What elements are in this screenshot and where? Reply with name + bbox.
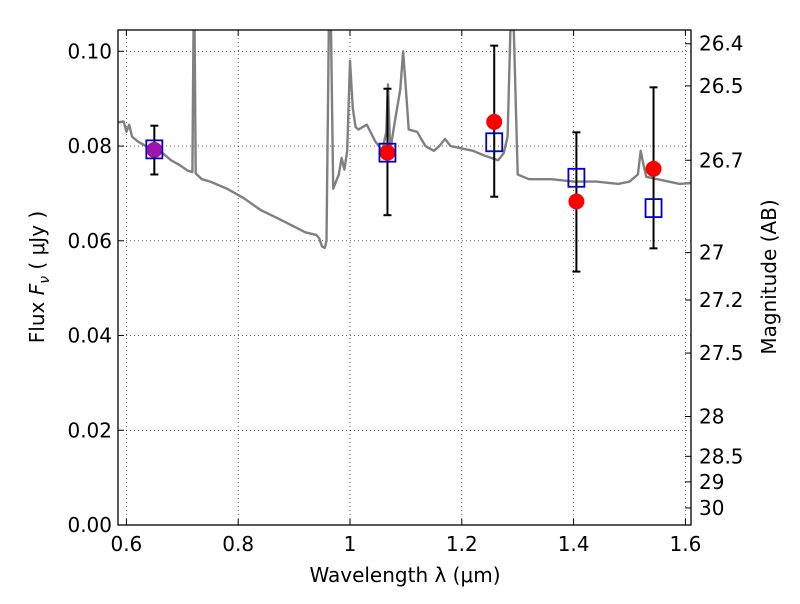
x-tick-label: 0.8 — [222, 532, 254, 556]
y-tick-label: 0.06 — [67, 229, 112, 253]
observed-point — [379, 144, 396, 161]
observed-point — [568, 193, 585, 210]
plot-area — [118, 30, 691, 273]
y2-axis-label: Magnitude (AB) — [757, 199, 781, 354]
grid — [118, 30, 691, 526]
x-tick-label: 1.6 — [670, 532, 702, 556]
y-axis-label-symbol: F — [25, 283, 49, 295]
model-point — [378, 142, 397, 163]
spectrum-line — [118, 30, 691, 250]
x-axis-label: Wavelength λ (μm) — [309, 563, 500, 587]
y-axis-label-prefix: Flux — [25, 295, 49, 343]
observed-point — [645, 160, 662, 177]
y-tick-label: 0.08 — [67, 134, 112, 158]
y2-tick-label: 28.5 — [699, 444, 744, 468]
model-point — [567, 167, 586, 188]
plot-frame — [117, 29, 692, 526]
y2-tick-label: 26.7 — [699, 148, 744, 172]
y-axis-label: Flux Fν ( μJy ) — [25, 211, 53, 343]
x-tick-label: 0.6 — [110, 532, 142, 556]
y2-tick-label: 27.2 — [699, 288, 744, 312]
y-axis-label-unit: ( μJy ) — [25, 211, 49, 276]
model-point — [644, 198, 663, 219]
y-tick-label: 0.00 — [67, 513, 112, 537]
y2-tick-label: 26.5 — [699, 74, 744, 98]
y2-tick-label: 27 — [699, 241, 724, 265]
overlap-point — [146, 142, 162, 158]
y-tick-label: 0.02 — [67, 418, 112, 442]
y2-tick-label: 30 — [699, 496, 724, 520]
y-tick-label: 0.10 — [67, 39, 112, 63]
y2-tick-label: 29 — [699, 470, 724, 494]
x-tick-label: 1.2 — [446, 532, 478, 556]
y-tick-label: 0.04 — [67, 324, 112, 348]
axis-ticks: 0.6 0.8 1 1.2 1.4 1.6 0.00 0.02 0.04 0.06 0.08 0.10… — [67, 30, 744, 556]
x-tick-label: 1.4 — [558, 532, 590, 556]
model-point — [485, 132, 504, 153]
y2-tick-label: 26.4 — [699, 32, 744, 56]
y-axis-label-subscript: ν — [37, 276, 53, 284]
model-point — [145, 139, 164, 160]
x-tick-label: 1 — [344, 532, 357, 556]
observed-point — [486, 113, 503, 130]
y2-tick-label: 27.5 — [699, 341, 744, 365]
y2-tick-label: 28 — [699, 405, 724, 429]
